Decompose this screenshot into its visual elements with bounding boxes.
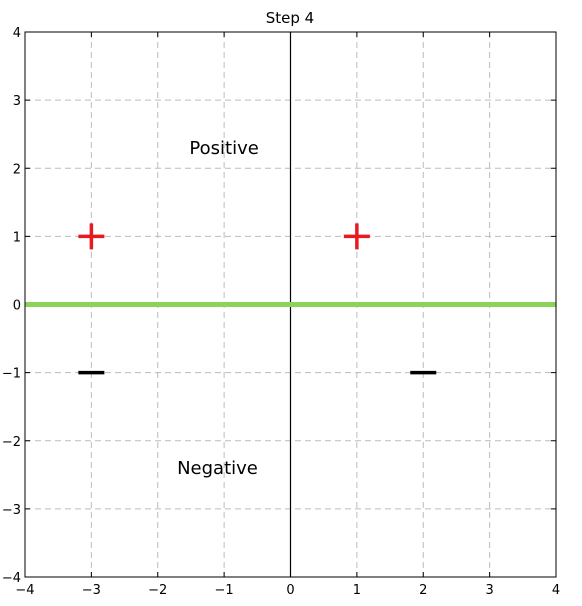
annotations: Positive Negative (177, 138, 259, 479)
x-tick-label: 1 (353, 583, 361, 598)
y-tick-label: 3 (13, 94, 21, 109)
plus-marker (343, 223, 370, 250)
x-tick-label: −2 (148, 583, 167, 598)
x-tick-label: −1 (215, 583, 234, 598)
y-tick-label: −2 (2, 435, 21, 450)
x-tick-label: 0 (286, 583, 294, 598)
x-tick-label: −4 (15, 583, 34, 598)
y-tick-label: 1 (13, 230, 21, 245)
plot-frame (24, 31, 557, 578)
annotation-label: Positive (189, 138, 258, 159)
plus-marker (78, 223, 105, 250)
y-tick-label: 4 (13, 26, 21, 41)
y-tick-label: −4 (2, 571, 21, 586)
y-tick-label: −3 (2, 503, 21, 518)
annotation-label: Negative (177, 458, 258, 479)
ticks: −4 −3 −2 −1 0 1 2 3 4 −4 −3 −2 −1 0 1 2 3 4 (2, 26, 560, 598)
markers (78, 223, 437, 375)
y-tick-label: −1 (2, 367, 21, 382)
x-tick-label: 2 (419, 583, 427, 598)
y-tick-label: 2 (13, 162, 21, 177)
y-tick-label: 0 (13, 299, 21, 314)
x-tick-label: 4 (552, 583, 560, 598)
x-tick-label: 3 (485, 583, 493, 598)
chart-title: Step 4 (266, 9, 314, 27)
x-tick-label: −3 (82, 583, 101, 598)
